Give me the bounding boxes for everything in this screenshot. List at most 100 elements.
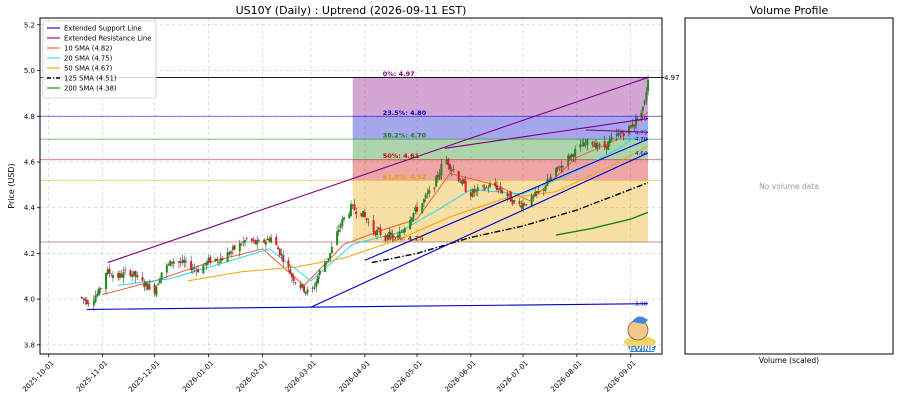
candle-up <box>96 293 99 297</box>
candle-up <box>92 300 95 306</box>
x-tick-label: 2026-04-01 <box>337 359 371 393</box>
candle-up <box>165 264 168 273</box>
candle-up <box>534 192 537 196</box>
fib-level-label: 50%: 4.61 <box>383 152 420 160</box>
logo: IsVINE <box>624 316 656 353</box>
candle-down <box>183 259 186 263</box>
candle-up <box>280 253 283 256</box>
candle-down <box>129 270 132 276</box>
chart-title: US10Y (Daily) : Uptrend (2026-09-11 EST) <box>236 4 467 17</box>
candle-up <box>301 284 304 288</box>
candle-down <box>631 124 634 127</box>
candle-up <box>172 261 175 264</box>
candle-up <box>482 185 485 187</box>
candle-up <box>169 260 172 267</box>
candle-up <box>362 210 365 218</box>
candle-up <box>428 189 431 194</box>
candle-down <box>171 261 174 264</box>
candle-down <box>360 213 363 217</box>
candle-up <box>555 167 558 177</box>
candle-up <box>329 253 332 259</box>
legend-label: 200 SMA (4.38) <box>64 85 117 93</box>
candle-down <box>216 258 219 261</box>
y-tick-label: 5.0 <box>24 67 35 75</box>
candle-down <box>292 276 295 282</box>
candle-up <box>402 230 405 233</box>
candle-down <box>228 252 231 255</box>
candle-up <box>242 241 245 243</box>
candle-down <box>240 244 243 245</box>
candle-up <box>634 118 637 127</box>
candle-down <box>449 164 452 170</box>
candle-up <box>640 113 643 117</box>
legend-label: 125 SMA (4.51) <box>64 75 117 83</box>
candle-up <box>341 218 344 226</box>
candle-up <box>487 188 490 190</box>
candle-up <box>537 190 540 193</box>
x-tick-label: 2026-09-01 <box>603 359 637 393</box>
level-label: 4.79 <box>635 117 648 123</box>
candle-up <box>318 270 321 276</box>
candle-down <box>447 158 450 166</box>
candle-up <box>315 281 318 287</box>
candle-down <box>386 235 389 240</box>
candle-down <box>464 181 467 193</box>
candle-down <box>520 204 523 208</box>
candle-up <box>617 132 620 136</box>
candle-down <box>416 206 419 212</box>
candle-down <box>179 262 182 263</box>
candle-up <box>627 125 630 135</box>
candle-up <box>181 259 184 264</box>
candle-up <box>574 148 577 158</box>
candle-up <box>350 203 352 216</box>
legend-label: Extended Resistance Line <box>64 35 151 43</box>
candle-up <box>549 176 552 181</box>
fib-level-label: 61.8%: 4.52 <box>383 173 426 181</box>
candle-up <box>615 133 618 136</box>
candle-up <box>567 155 570 166</box>
level-label: 4.70 <box>635 137 648 143</box>
candle-up <box>424 194 427 199</box>
legend-label: 10 SMA (4.82) <box>64 45 113 53</box>
candle-down <box>117 272 120 278</box>
candle-down <box>153 284 156 294</box>
candle-down <box>532 195 535 197</box>
y-tick-label: 3.8 <box>24 341 35 349</box>
candle-down <box>146 283 149 290</box>
candle-down <box>377 227 380 230</box>
candle-up <box>593 144 596 147</box>
candle-up <box>266 238 269 241</box>
legend-label: 20 SMA (4.75) <box>64 55 113 63</box>
volume-empty-message: No volume data <box>759 182 819 191</box>
candle-up <box>94 295 97 303</box>
candle-up <box>336 231 339 245</box>
candle-up <box>304 291 307 294</box>
candle-down <box>452 169 455 171</box>
candle-up <box>476 187 479 191</box>
candle-down <box>494 182 497 187</box>
candle-down <box>372 220 375 233</box>
candle-up <box>325 261 328 264</box>
support-line <box>364 138 649 261</box>
level-label: 4.64 <box>635 151 648 157</box>
candle-down <box>501 190 504 194</box>
x-tick-label: 2026-07-01 <box>495 359 529 393</box>
candle-up <box>647 79 650 92</box>
candle-up <box>337 229 340 233</box>
candle-up <box>184 260 187 263</box>
candle-down <box>99 288 102 289</box>
candle-up <box>270 237 273 243</box>
x-tick-label: 2025-12-01 <box>127 359 161 393</box>
trendlines <box>86 76 649 310</box>
candle-down <box>353 204 356 211</box>
candle-up <box>348 213 351 218</box>
candle-up <box>508 193 511 196</box>
candle-down <box>221 258 224 261</box>
x-tick-label: 2026-01-01 <box>181 359 215 393</box>
candle-down <box>257 240 260 242</box>
candle-down <box>525 204 528 206</box>
candle-down <box>459 181 462 183</box>
level-label: 3.98 <box>635 302 648 308</box>
candle-down <box>462 179 465 184</box>
